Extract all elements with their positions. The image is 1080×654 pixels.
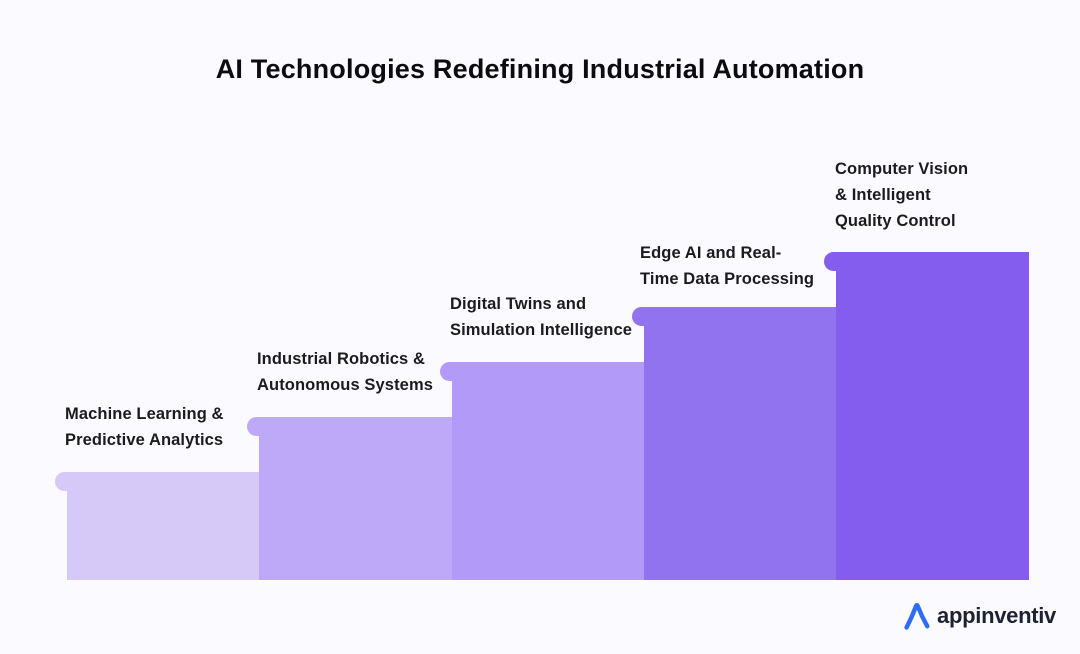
step-bar-lip — [824, 252, 850, 271]
step-bar-computer-vision — [824, 252, 1029, 580]
step-bar-lip — [55, 472, 81, 491]
step-bar-machine-learning — [55, 472, 259, 580]
step-bar-digital-twins — [440, 362, 644, 580]
appinventiv-a-path — [904, 602, 930, 630]
step-label-digital-twins: Digital Twins and Simulation Intelligenc… — [450, 295, 632, 339]
page-title: AI Technologies Redefining Industrial Au… — [215, 54, 865, 84]
step-label-edge-ai: Edge AI and Real- Time Data Processing — [640, 244, 815, 288]
appinventiv-wordmark: appinventiv — [937, 603, 1056, 628]
step-bar-edge-ai — [632, 307, 836, 580]
step-bar-industrial-robotics — [247, 417, 452, 580]
step-bar-lip — [247, 417, 273, 436]
step-label-machine-learning: Machine Learning & Predictive Analytics — [65, 405, 224, 449]
step-bar-lip — [632, 307, 658, 326]
appinventiv-a-icon — [904, 602, 930, 630]
appinventiv-logo: appinventiv — [903, 600, 1056, 632]
step-bar-lip — [440, 362, 466, 381]
step-label-industrial-robotics: Industrial Robotics & Autonomous Systems — [257, 350, 433, 394]
step-label-computer-vision: Computer Vision & Intelligent Quality Co… — [835, 160, 969, 230]
